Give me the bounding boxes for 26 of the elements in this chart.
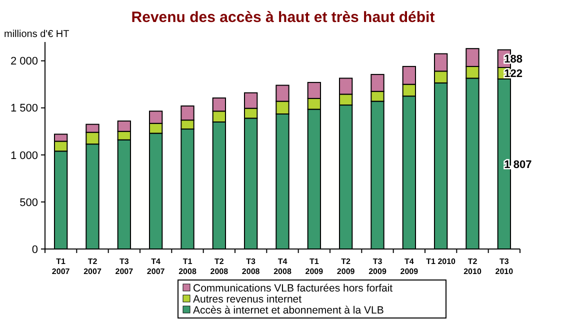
x-tick-label: T1 2009 [305, 257, 324, 276]
x-tick-label: T1 2007 [52, 257, 70, 276]
x-tick-label: T2 2009 [336, 257, 356, 276]
x-tick-label: T3 2009 [368, 257, 387, 276]
y-tick-label: 2 000 [10, 56, 38, 68]
x-tick-label: T4 2008 [274, 257, 292, 276]
x-tick-label: T4 2007 [146, 257, 166, 276]
x-tick-label: T1 2010 [426, 257, 456, 266]
x-tick-label: T1 2008 [178, 257, 197, 276]
x-tick-label: T3 2010 [495, 257, 514, 276]
legend-label: Autres revenus internet [193, 294, 302, 306]
x-tick-label: T2 2007 [84, 257, 102, 276]
x-tick-label: T3 2007 [115, 257, 134, 276]
x-tick-label: T2 2010 [464, 257, 482, 276]
x-tick-label: T3 2008 [242, 257, 260, 276]
y-tick-label: 1 000 [10, 150, 38, 162]
legend-label: Accès à internet et abonnement à la VLB [193, 304, 384, 317]
legend-label: Communications VLB facturées hors forfait [193, 282, 393, 295]
x-tick-label: T2 2008 [210, 257, 229, 276]
y-axis-title: millions d'€ HT [4, 29, 70, 40]
chart-title: Revenu des accès à haut et très haut débit [131, 9, 435, 26]
y-tick-label: 1 500 [10, 102, 38, 115]
y-tick-label: 500 [20, 196, 38, 209]
x-tick-label: T4 2009 [400, 257, 419, 276]
y-tick-label: 0 [32, 244, 38, 256]
data-label: 1 807 [504, 158, 532, 171]
